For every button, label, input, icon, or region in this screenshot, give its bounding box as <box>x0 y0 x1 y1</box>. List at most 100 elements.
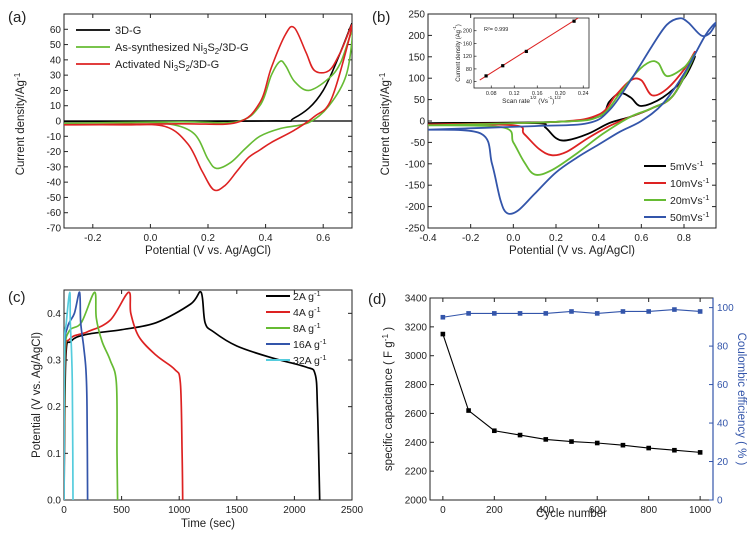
y-tick-label: -150 <box>405 181 425 192</box>
label-part: specific capacitance ( F g <box>383 341 395 471</box>
label-part: -1 <box>381 334 390 342</box>
label-part: -1 <box>314 321 321 330</box>
label-part: 10mVs <box>670 178 703 190</box>
legend-label: As-synthesized Ni3S2/3D-G <box>115 42 249 56</box>
x-axis-title: Potential (V vs. Ag/AgCl) <box>509 245 635 257</box>
label-part: As-synthesized Ni <box>115 42 203 54</box>
efficiency-point <box>517 311 523 316</box>
x-tick-label: 0.8 <box>677 233 691 244</box>
y-tick-label: 30 <box>50 71 62 82</box>
x-tick-label: 1000 <box>689 505 712 516</box>
y-tick-label: 3400 <box>405 294 428 305</box>
label-part: -1 <box>697 159 704 168</box>
inset-annotation: R²= 0.999 <box>484 27 508 33</box>
label-part: -1 <box>452 26 457 30</box>
efficiency-point <box>697 309 703 314</box>
y-right-tick-label: 40 <box>717 419 729 430</box>
x-tick-label: 0.16 <box>532 91 543 97</box>
y-tick-label: -70 <box>47 224 62 235</box>
x-tick-label: 2500 <box>341 505 364 516</box>
y-right-axis-title: Coulombic efficiency ( % ) <box>735 333 747 466</box>
x-tick-label: 1000 <box>168 505 191 516</box>
plot-frame <box>429 297 714 501</box>
capacitance-point <box>646 445 651 451</box>
label-part: 3 <box>174 64 179 73</box>
x-tick-label: 200 <box>486 505 503 516</box>
series-group <box>428 17 716 215</box>
y-tick-label: 3000 <box>405 351 428 362</box>
label-part: /3D-G <box>219 42 248 54</box>
y-right-tick-label: 0 <box>717 496 723 507</box>
chart-a: -0.2 0.0 0.2 0.4 0.6 -70 -60 -50 -40 -30 -20 -10 0 10… <box>8 9 353 257</box>
label-part: -1 <box>703 193 710 202</box>
label-part: Activated Ni <box>115 59 174 71</box>
inset-y-axis-title: Current density (Ag-1) <box>452 24 462 82</box>
x-tick-label: 0 <box>61 505 67 516</box>
y-right-tick-label: 100 <box>717 303 734 314</box>
label-part: 4A g <box>293 307 314 319</box>
y-axis-title: Current density/Ag-1 <box>378 72 392 175</box>
x-axis-title: Cycle number <box>536 508 607 520</box>
label-part: 2 <box>185 64 189 73</box>
y-tick-label: -250 <box>405 224 425 235</box>
y-tick-label: 200 <box>408 31 425 42</box>
y-tick-label: -100 <box>405 159 425 170</box>
x-tick-label: 0.2 <box>201 233 215 244</box>
label-part: Current density/Ag <box>380 80 392 175</box>
series-line <box>64 291 74 500</box>
legend-label: 2A g-1 <box>293 289 321 303</box>
legend-label: 5mVs-1 <box>670 159 704 173</box>
label-part: ) <box>456 24 462 26</box>
panel-label: (b) <box>372 9 390 26</box>
y-tick-label: 0.2 <box>47 402 61 413</box>
efficiency-point <box>594 311 600 316</box>
x-tick-label: 0.12 <box>509 91 520 97</box>
y-tick-label: 2600 <box>405 409 428 420</box>
inset-fit-group <box>479 18 580 81</box>
y-tick-label: 160 <box>463 41 472 47</box>
legend-label: 50mVs-1 <box>670 210 709 224</box>
label-part: -1 <box>314 289 321 298</box>
y-tick-label: 50 <box>50 40 62 51</box>
series-line <box>64 291 89 500</box>
series-line <box>64 31 352 170</box>
label-part: -1 <box>378 72 387 80</box>
capacitance-point <box>594 440 600 446</box>
efficiency-point <box>466 311 471 316</box>
inset-chart: 0.08 0.12 0.16 0.20 0.24 40 80 120 160 200 R²= 0.9… <box>452 17 590 105</box>
y-tick-label: 40 <box>50 55 62 66</box>
y-tick-label: 250 <box>408 10 425 21</box>
y-tick-label: 80 <box>466 67 472 73</box>
series-group <box>64 22 352 192</box>
y-tick-label: 0.1 <box>47 449 61 460</box>
label-part: Current density/Ag <box>15 80 27 175</box>
y-tick-label: 0 <box>419 117 425 128</box>
legend-label: 3D-G <box>115 25 141 37</box>
y-tick-label: 40 <box>466 80 472 86</box>
y-tick-label: 0.3 <box>47 356 61 367</box>
series-line <box>64 22 352 123</box>
efficiency-point <box>543 311 549 316</box>
y-axis-title: Current density/Ag-1 <box>13 72 27 175</box>
y-tick-label: -20 <box>47 147 62 158</box>
label-part: 2A g <box>293 291 314 303</box>
x-tick-label: 0.08 <box>486 91 497 97</box>
chart-d: 0 200 400 600 800 100020002200240026002800300… <box>368 291 747 520</box>
plot-frame <box>63 289 353 501</box>
panel-label: (c) <box>8 289 26 306</box>
label-part: 50mVs <box>670 212 703 224</box>
y-tick-label: -10 <box>47 132 62 143</box>
x-tick-label: 0.4 <box>259 233 273 244</box>
y-tick-label: 100 <box>408 74 425 85</box>
x-tick-label: 600 <box>589 505 606 516</box>
y-right-tick-label: 80 <box>717 342 729 353</box>
y-tick-label: 60 <box>50 25 62 36</box>
x-tick-label: -0.2 <box>84 233 102 244</box>
capacitance-point <box>569 439 574 444</box>
y-tick-label: 3200 <box>405 322 428 333</box>
efficiency-point <box>492 311 497 316</box>
efficiency-point <box>569 309 574 314</box>
inset-point <box>501 64 505 68</box>
label-part: 20mVs <box>670 195 703 207</box>
